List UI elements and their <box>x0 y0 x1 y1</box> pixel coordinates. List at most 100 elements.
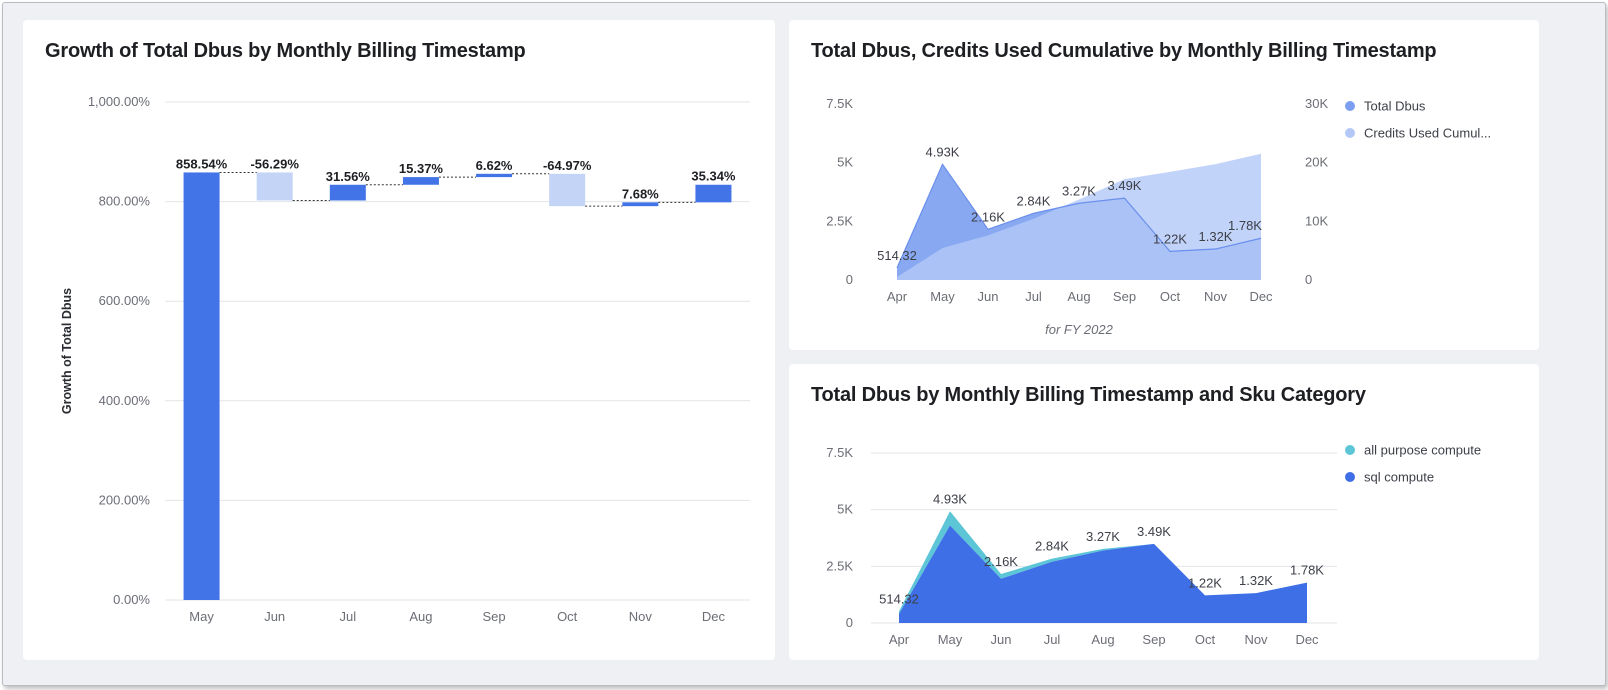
data-label: 6.62% <box>476 158 513 173</box>
x-tick-label: Apr <box>887 289 908 304</box>
legend-label: sql compute <box>1364 470 1434 485</box>
data-label: -56.29% <box>250 156 299 171</box>
data-label: 1.32K <box>1199 229 1233 244</box>
x-tick-label: Jul <box>1025 289 1042 304</box>
y-right-tick-label: 0 <box>1305 272 1312 287</box>
data-label: 15.37% <box>399 161 444 176</box>
x-tick-label: Oct <box>1160 289 1181 304</box>
x-tick-label: Nov <box>629 609 653 624</box>
x-tick-label: Dec <box>1295 632 1319 647</box>
cumulative-card: Total Dbus, Credits Used Cumulative by M… <box>789 20 1539 350</box>
data-label: 514.32 <box>879 591 919 606</box>
sku-title: Total Dbus by Monthly Billing Timestamp … <box>811 384 1366 406</box>
x-tick-label: May <box>930 289 955 304</box>
waterfall-title: Growth of Total Dbus by Monthly Billing … <box>45 40 526 62</box>
data-label: 514.32 <box>877 248 917 263</box>
total-dbus-line <box>896 163 1262 269</box>
x-tick-label: Apr <box>889 632 910 647</box>
legend-swatch <box>1345 101 1355 111</box>
waterfall-bar <box>256 172 293 201</box>
data-label: 2.84K <box>1035 539 1069 554</box>
y-right-tick-label: 20K <box>1305 155 1328 170</box>
data-label: 1.22K <box>1153 231 1187 246</box>
legend-swatch <box>1345 472 1355 482</box>
legend-label: Total Dbus <box>1364 99 1426 114</box>
x-tick-label: Jun <box>991 632 1012 647</box>
y-tick-label: 5K <box>837 502 853 517</box>
data-label: 4.93K <box>926 144 960 159</box>
data-label: 35.34% <box>691 169 736 184</box>
waterfall-chart: 0.00% 200.00% 400.00% 600.00% 800.00% 1,000.0… <box>60 94 750 624</box>
y-tick-label: 0.00% <box>113 592 150 607</box>
y-right-tick-label: 30K <box>1305 96 1328 111</box>
y-tick-label: 0 <box>846 615 853 630</box>
data-label: 3.49K <box>1108 178 1142 193</box>
y-tick-label: 7.5K <box>826 445 853 460</box>
x-tick-label: Oct <box>557 609 578 624</box>
data-label: 2.16K <box>971 209 1005 224</box>
x-tick-label: Aug <box>1067 289 1090 304</box>
x-tick-label: Sep <box>482 609 505 624</box>
data-label: 1.22K <box>1188 575 1222 590</box>
y-tick-label: 1,000.00% <box>88 94 151 109</box>
waterfall-bar <box>402 177 439 185</box>
waterfall-bar <box>695 184 732 203</box>
cumulative-title: Total Dbus, Credits Used Cumulative by M… <box>811 40 1437 62</box>
waterfall-bar <box>183 172 220 600</box>
data-label: 3.27K <box>1086 529 1120 544</box>
x-tick-label: Dec <box>702 609 726 624</box>
y-left-tick-label: 2.5K <box>826 213 853 228</box>
data-label: 3.49K <box>1137 524 1171 539</box>
y-left-tick-label: 5K <box>837 155 853 170</box>
x-tick-label: Nov <box>1244 632 1268 647</box>
x-tick-label: Jul <box>1044 632 1061 647</box>
legend-swatch <box>1345 445 1355 455</box>
x-tick-label: Sep <box>1142 632 1165 647</box>
data-label: -64.97% <box>543 158 592 173</box>
waterfall-bar <box>476 173 513 178</box>
x-tick-label: Aug <box>409 609 432 624</box>
data-label: 2.84K <box>1017 193 1051 208</box>
x-tick-label: May <box>189 609 214 624</box>
x-tick-label: Jul <box>340 609 357 624</box>
legend-label: all purpose compute <box>1364 443 1481 458</box>
data-label: 31.56% <box>326 169 371 184</box>
x-tick-label: Oct <box>1195 632 1216 647</box>
data-label: 2.16K <box>984 554 1018 569</box>
data-label: 7.68% <box>622 186 659 201</box>
x-tick-label: Jun <box>264 609 285 624</box>
data-label: 3.27K <box>1062 183 1096 198</box>
waterfall-bar <box>329 184 366 201</box>
x-tick-label: Dec <box>1249 289 1273 304</box>
chart-subtitle: for FY 2022 <box>1045 322 1113 337</box>
data-label: 1.32K <box>1239 573 1273 588</box>
y-left-tick-label: 7.5K <box>826 96 853 111</box>
data-label: 1.78K <box>1290 563 1324 578</box>
y-tick-label: 400.00% <box>99 393 151 408</box>
data-label: 1.78K <box>1228 218 1262 233</box>
x-tick-label: May <box>938 632 963 647</box>
x-tick-label: Nov <box>1204 289 1228 304</box>
legend-swatch <box>1345 128 1355 138</box>
x-tick-label: Aug <box>1091 632 1114 647</box>
waterfall-card: Growth of Total Dbus by Monthly Billing … <box>23 20 775 660</box>
y-tick-label: 600.00% <box>99 293 151 308</box>
y-tick-label: 200.00% <box>99 492 151 507</box>
sku-card: Total Dbus by Monthly Billing Timestamp … <box>789 364 1539 660</box>
credits-cumulative-area <box>897 153 1261 280</box>
y-left-tick-label: 0 <box>846 272 853 287</box>
waterfall-bar <box>622 202 659 207</box>
sql-compute-area <box>899 525 1307 623</box>
x-tick-label: Sep <box>1113 289 1136 304</box>
data-label: 4.93K <box>933 491 967 506</box>
y-tick-label: 2.5K <box>826 558 853 573</box>
cumulative-chart: 0 2.5K 5K 7.5K 0 10K 20K 30K 514.32 4.93K 2.16K 2.8… <box>826 96 1491 337</box>
sku-chart: 0 2.5K 5K 7.5K 514.32 4.93K 2.16K 2.84K 3.27K 3.4… <box>826 443 1481 648</box>
data-label: 858.54% <box>176 156 228 171</box>
y-tick-label: 800.00% <box>99 194 151 209</box>
waterfall-bar <box>549 173 586 207</box>
y-axis-title: Growth of Total Dbus <box>60 288 74 414</box>
legend-label: Credits Used Cumul... <box>1364 126 1491 141</box>
x-tick-label: Jun <box>978 289 999 304</box>
